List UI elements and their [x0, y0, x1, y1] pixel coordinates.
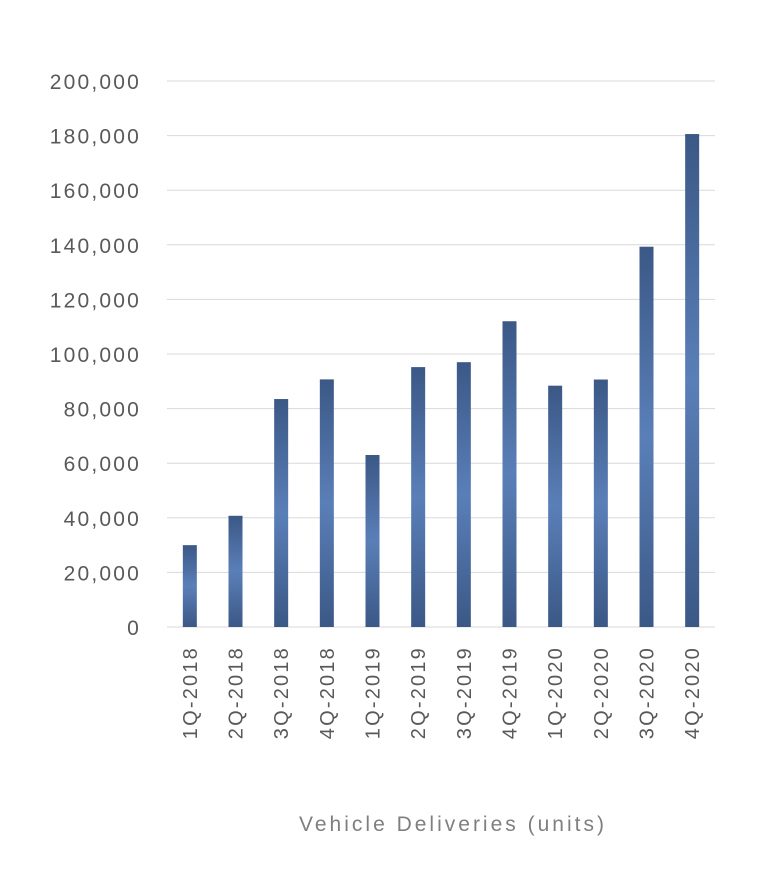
- y-axis-tick-labels: 0 20,000 40,000 60,000 80,000 100,000 120,000 1…: [50, 71, 141, 640]
- x-tick-label: 2Q-2019: [408, 646, 430, 739]
- x-axis-tick-labels: 1Q-2018 2Q-2018 3Q-2018 4Q-2018 1Q-2019 2Q-20…: [180, 646, 704, 739]
- y-tick-label: 20,000: [64, 562, 141, 585]
- y-tick-label: 160,000: [50, 180, 141, 203]
- bar-1q-2019: [365, 455, 380, 627]
- x-tick-label: 4Q-2020: [682, 646, 704, 739]
- bar-1q-2020: [548, 385, 563, 627]
- y-tick-label: 140,000: [50, 235, 141, 258]
- x-tick-label: 1Q-2020: [545, 646, 567, 739]
- x-tick-label: 4Q-2019: [500, 646, 522, 739]
- x-tick-label: 3Q-2019: [454, 646, 476, 739]
- x-tick-label: 4Q-2018: [317, 646, 339, 739]
- bars: [182, 134, 700, 628]
- bar-3q-2018: [274, 399, 289, 627]
- x-tick-label: 2Q-2020: [591, 646, 613, 739]
- bar-4q-2019: [502, 321, 517, 627]
- bar-4q-2020: [685, 134, 700, 628]
- y-tick-label: 200,000: [50, 71, 141, 94]
- x-axis-title: Vehicle Deliveries (units): [299, 813, 607, 836]
- y-tick-label: 40,000: [64, 508, 141, 531]
- x-tick-label: 1Q-2019: [363, 646, 385, 739]
- y-tick-label: 0: [127, 617, 141, 640]
- bar-3q-2019: [456, 362, 471, 627]
- bar-2q-2019: [411, 367, 426, 627]
- bar-1q-2018: [182, 545, 197, 627]
- y-tick-label: 180,000: [50, 126, 141, 149]
- y-tick-label: 80,000: [64, 399, 141, 422]
- y-tick-label: 60,000: [64, 453, 141, 476]
- x-tick-label: 3Q-2020: [637, 646, 659, 739]
- gridlines: [167, 80, 715, 628]
- x-tick-label: 1Q-2018: [180, 646, 202, 739]
- x-tick-label: 2Q-2018: [226, 646, 248, 739]
- y-tick-label: 100,000: [50, 344, 141, 367]
- y-tick-label: 120,000: [50, 289, 141, 312]
- bar-3q-2020: [639, 246, 654, 627]
- bar-2q-2018: [228, 515, 243, 627]
- bar-4q-2018: [319, 379, 334, 627]
- x-tick-label: 3Q-2018: [271, 646, 293, 739]
- bar-2q-2020: [593, 379, 608, 627]
